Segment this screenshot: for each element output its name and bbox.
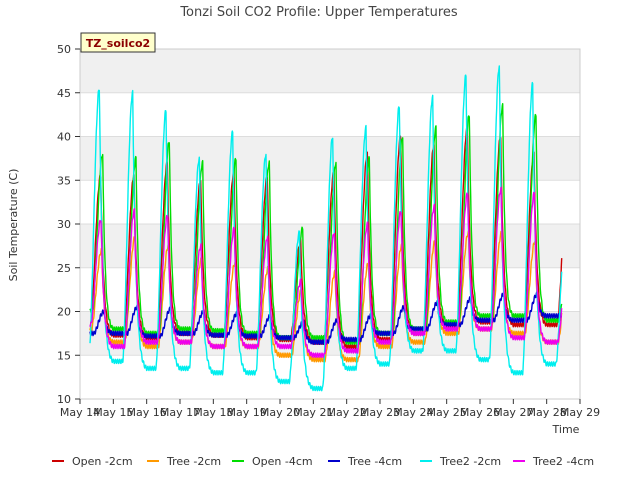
legend-label: Tree -4cm — [347, 455, 402, 468]
x-tick-label: May 21 — [293, 406, 333, 419]
grid-band — [80, 49, 580, 93]
legend-label: Open -2cm — [72, 455, 133, 468]
x-tick-label: May 26 — [460, 406, 500, 419]
x-tick-label: May 27 — [493, 406, 533, 419]
y-tick-label: 45 — [57, 87, 71, 100]
x-tick-label: May 24 — [393, 406, 433, 419]
x-tick-label: May 28 — [527, 406, 567, 419]
x-tick-label: May 14 — [60, 406, 100, 419]
y-tick-label: 40 — [57, 131, 71, 144]
x-tick-label: May 18 — [193, 406, 233, 419]
y-tick-label: 30 — [57, 218, 71, 231]
legend-label: Tree -2cm — [166, 455, 221, 468]
tz-soilco2-tag: TZ_soilco2 — [80, 32, 156, 53]
x-tick-label: May 15 — [93, 406, 133, 419]
y-tick-label: 20 — [57, 306, 71, 319]
legend: Open -2cm Tree -2cm Open -4cm Tree -4cm Tree… — [52, 455, 594, 468]
y-tick-label: 25 — [57, 262, 71, 275]
x-tick-label: May 16 — [127, 406, 167, 419]
y-tick-label: 15 — [57, 349, 71, 362]
x-tick-label: May 22 — [327, 406, 367, 419]
x-axis-label: Time — [552, 423, 580, 436]
x-tick-label: May 17 — [160, 406, 200, 419]
series-layer — [89, 65, 563, 392]
legend-label: Tree2 -4cm — [532, 455, 594, 468]
y-axis-label: Soil Temperature (C) — [7, 169, 20, 282]
legend-label: Open -4cm — [252, 455, 313, 468]
grid-band — [80, 92, 580, 137]
tz-soilco2-tag-text: TZ_soilco2 — [86, 37, 150, 50]
x-tick-label: May 25 — [427, 406, 467, 419]
grid-band — [80, 355, 580, 399]
x-tick-label: May 23 — [360, 406, 400, 419]
y-tick-label: 50 — [57, 43, 71, 56]
x-tick-label: May 29 — [560, 406, 600, 419]
legend-label: Tree2 -2cm — [439, 455, 501, 468]
y-axis: 10 15 20 25 30 35 40 45 50 — [57, 43, 80, 406]
x-tick-label: May 20 — [260, 406, 300, 419]
chart-title: Tonzi Soil CO2 Profile: Upper Temperatur… — [179, 5, 458, 20]
y-tick-label: 35 — [57, 174, 71, 187]
y-tick-label: 10 — [57, 393, 71, 406]
series-line-tree2-4cm — [89, 186, 563, 359]
x-tick-label: May 19 — [227, 406, 267, 419]
